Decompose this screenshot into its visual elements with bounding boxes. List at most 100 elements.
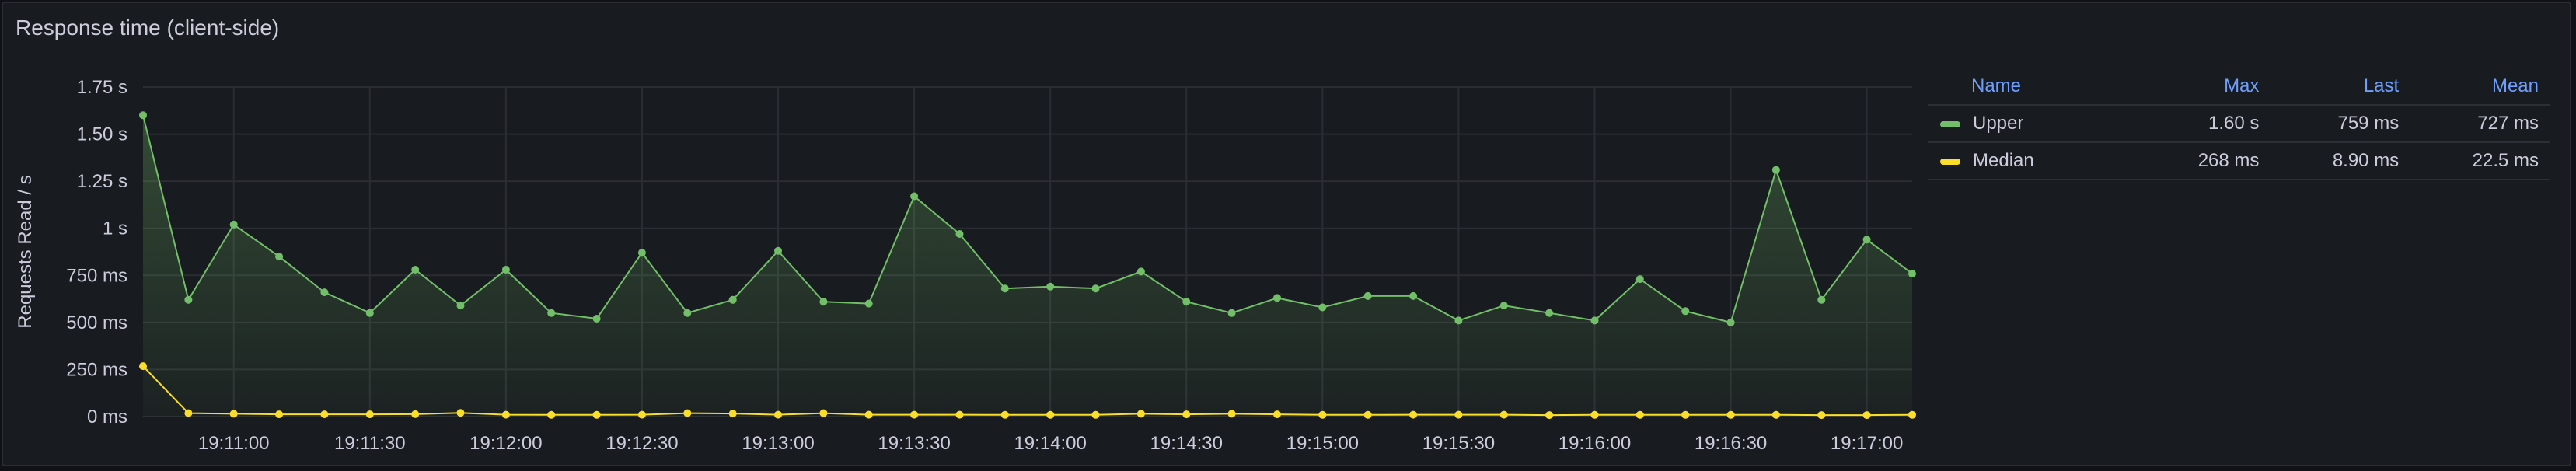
- data-point-median[interactable]: [1590, 410, 1599, 419]
- legend-header-last[interactable]: Last: [2270, 68, 2410, 106]
- data-point-median[interactable]: [1091, 410, 1100, 419]
- data-point-median[interactable]: [1908, 410, 1916, 419]
- data-point-upper[interactable]: [955, 230, 964, 238]
- data-point-median[interactable]: [864, 410, 873, 419]
- data-point-upper[interactable]: [365, 309, 374, 317]
- data-point-upper[interactable]: [1862, 236, 1871, 244]
- data-point-upper[interactable]: [1273, 294, 1281, 302]
- data-point-upper[interactable]: [1908, 270, 1916, 278]
- data-point-upper[interactable]: [910, 192, 919, 201]
- data-point-median[interactable]: [275, 410, 284, 419]
- legend-header-name[interactable]: Name: [1928, 68, 2140, 106]
- data-point-median[interactable]: [1046, 410, 1055, 419]
- legend-header-max[interactable]: Max: [2139, 68, 2271, 106]
- data-point-upper[interactable]: [1000, 284, 1009, 293]
- data-point-upper[interactable]: [139, 111, 147, 120]
- data-point-median[interactable]: [320, 410, 329, 419]
- x-tick-label: 19:15:00: [1286, 433, 1359, 454]
- data-point-median[interactable]: [501, 410, 510, 419]
- data-point-median[interactable]: [184, 409, 193, 417]
- data-point-upper[interactable]: [819, 298, 828, 306]
- data-point-upper[interactable]: [1545, 309, 1554, 317]
- data-point-upper[interactable]: [1363, 291, 1372, 300]
- series-color-swatch: [1940, 158, 1960, 165]
- data-point-median[interactable]: [547, 410, 556, 419]
- data-point-upper[interactable]: [275, 253, 284, 261]
- series-line-upper[interactable]: [142, 115, 1913, 324]
- data-point-upper[interactable]: [592, 315, 601, 323]
- data-point-median[interactable]: [910, 410, 919, 419]
- data-point-median[interactable]: [1726, 410, 1735, 419]
- series-line-median[interactable]: [142, 365, 1913, 417]
- data-point-median[interactable]: [1817, 411, 1826, 420]
- data-point-upper[interactable]: [1318, 303, 1327, 312]
- data-point-median[interactable]: [1000, 410, 1009, 419]
- data-point-upper[interactable]: [683, 309, 692, 317]
- legend-table: Name Max Last Mean Upper 1.60 s 759 ms 7…: [1928, 68, 2550, 180]
- chart-plot: 1.75 s 1.50 s 1.25 s 1 s 750 ms 500 ms 250 ms 0…: [15, 77, 1916, 454]
- data-point-median[interactable]: [1318, 410, 1327, 419]
- data-point-median[interactable]: [1409, 410, 1418, 419]
- data-point-median[interactable]: [229, 410, 238, 418]
- data-point-upper[interactable]: [501, 266, 510, 274]
- data-point-upper[interactable]: [1726, 318, 1735, 326]
- data-point-upper[interactable]: [1182, 298, 1191, 306]
- x-tick-label: 19:11:30: [334, 433, 406, 454]
- data-point-median[interactable]: [592, 410, 601, 419]
- data-point-upper[interactable]: [229, 220, 238, 229]
- legend-row-median[interactable]: Median 268 ms 8.90 ms 22.5 ms: [1928, 142, 2550, 180]
- data-point-upper[interactable]: [637, 249, 646, 257]
- data-point-upper[interactable]: [456, 302, 465, 310]
- data-point-upper[interactable]: [1409, 291, 1418, 300]
- data-point-upper[interactable]: [1817, 295, 1826, 304]
- data-point-upper[interactable]: [1091, 284, 1100, 293]
- data-point-median[interactable]: [1454, 410, 1463, 419]
- data-point-upper[interactable]: [728, 295, 737, 304]
- x-tick-label: 19:12:00: [469, 433, 542, 454]
- legend-header-mean[interactable]: Mean: [2410, 68, 2550, 106]
- data-point-upper[interactable]: [774, 246, 782, 255]
- data-point-median[interactable]: [1363, 410, 1372, 419]
- data-point-median[interactable]: [1635, 410, 1644, 419]
- data-point-median[interactable]: [1499, 410, 1508, 419]
- data-point-median[interactable]: [365, 410, 374, 419]
- data-point-upper[interactable]: [1681, 307, 1690, 316]
- data-point-median[interactable]: [955, 410, 964, 419]
- data-point-median[interactable]: [1771, 410, 1780, 419]
- data-point-median[interactable]: [139, 362, 147, 371]
- panel-title[interactable]: Response time (client-side): [16, 16, 280, 40]
- data-point-upper[interactable]: [1771, 166, 1780, 174]
- data-point-median[interactable]: [456, 409, 465, 417]
- data-point-upper[interactable]: [547, 309, 556, 317]
- data-point-upper[interactable]: [1227, 309, 1236, 317]
- data-point-median[interactable]: [774, 410, 782, 419]
- data-point-upper[interactable]: [1635, 275, 1644, 284]
- data-point-median[interactable]: [1182, 410, 1191, 419]
- data-point-upper[interactable]: [1454, 316, 1463, 325]
- legend-series-name[interactable]: Median: [1973, 150, 2034, 171]
- data-point-upper[interactable]: [411, 266, 420, 274]
- data-point-median[interactable]: [683, 409, 692, 417]
- data-point-median[interactable]: [1273, 410, 1281, 419]
- data-point-median[interactable]: [1545, 411, 1554, 420]
- data-point-median[interactable]: [819, 409, 828, 417]
- data-point-median[interactable]: [728, 410, 737, 418]
- legend-mean: 727 ms: [2410, 105, 2550, 143]
- legend-series-name[interactable]: Upper: [1973, 113, 2024, 134]
- legend-row-upper[interactable]: Upper 1.60 s 759 ms 727 ms: [1928, 105, 2550, 143]
- data-point-upper[interactable]: [320, 288, 329, 297]
- data-point-upper[interactable]: [1046, 282, 1055, 291]
- data-point-median[interactable]: [637, 410, 646, 419]
- data-point-upper[interactable]: [1590, 316, 1599, 325]
- data-point-upper[interactable]: [864, 299, 873, 308]
- data-point-upper[interactable]: [184, 295, 193, 304]
- data-point-median[interactable]: [1227, 410, 1236, 418]
- data-point-median[interactable]: [1862, 411, 1871, 420]
- data-point-upper[interactable]: [1499, 302, 1508, 310]
- data-point-median[interactable]: [1681, 410, 1690, 419]
- x-tick-label: 19:13:00: [742, 433, 814, 454]
- data-point-upper[interactable]: [1136, 267, 1145, 276]
- data-point-median[interactable]: [1136, 410, 1145, 418]
- legend-mean: 22.5 ms: [2410, 142, 2550, 180]
- data-point-median[interactable]: [411, 410, 420, 418]
